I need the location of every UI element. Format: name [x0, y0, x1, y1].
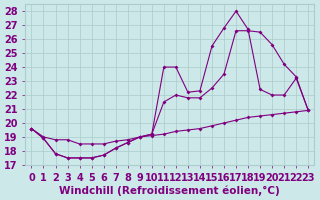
X-axis label: Windchill (Refroidissement éolien,°C): Windchill (Refroidissement éolien,°C)	[60, 185, 280, 196]
